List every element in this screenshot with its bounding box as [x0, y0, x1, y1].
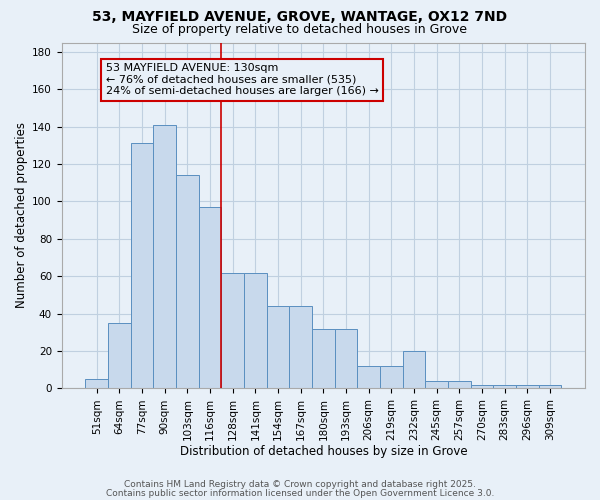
Bar: [85, 379, 108, 388]
Bar: [403, 351, 425, 389]
Bar: [448, 381, 470, 388]
Bar: [244, 272, 266, 388]
X-axis label: Distribution of detached houses by size in Grove: Distribution of detached houses by size …: [179, 444, 467, 458]
Text: Contains public sector information licensed under the Open Government Licence 3.: Contains public sector information licen…: [106, 489, 494, 498]
Bar: [539, 384, 561, 388]
Bar: [108, 323, 131, 388]
Bar: [154, 125, 176, 388]
Text: Contains HM Land Registry data © Crown copyright and database right 2025.: Contains HM Land Registry data © Crown c…: [124, 480, 476, 489]
Bar: [516, 384, 539, 388]
Bar: [176, 176, 199, 388]
Bar: [199, 207, 221, 388]
Bar: [221, 272, 244, 388]
Bar: [266, 306, 289, 388]
Text: Size of property relative to detached houses in Grove: Size of property relative to detached ho…: [133, 22, 467, 36]
Bar: [335, 328, 358, 388]
Bar: [425, 381, 448, 388]
Bar: [470, 384, 493, 388]
Bar: [380, 366, 403, 388]
Text: 53, MAYFIELD AVENUE, GROVE, WANTAGE, OX12 7ND: 53, MAYFIELD AVENUE, GROVE, WANTAGE, OX1…: [92, 10, 508, 24]
Bar: [493, 384, 516, 388]
Bar: [289, 306, 312, 388]
Bar: [358, 366, 380, 388]
Y-axis label: Number of detached properties: Number of detached properties: [15, 122, 28, 308]
Bar: [312, 328, 335, 388]
Text: 53 MAYFIELD AVENUE: 130sqm
← 76% of detached houses are smaller (535)
24% of sem: 53 MAYFIELD AVENUE: 130sqm ← 76% of deta…: [106, 63, 379, 96]
Bar: [131, 144, 154, 388]
